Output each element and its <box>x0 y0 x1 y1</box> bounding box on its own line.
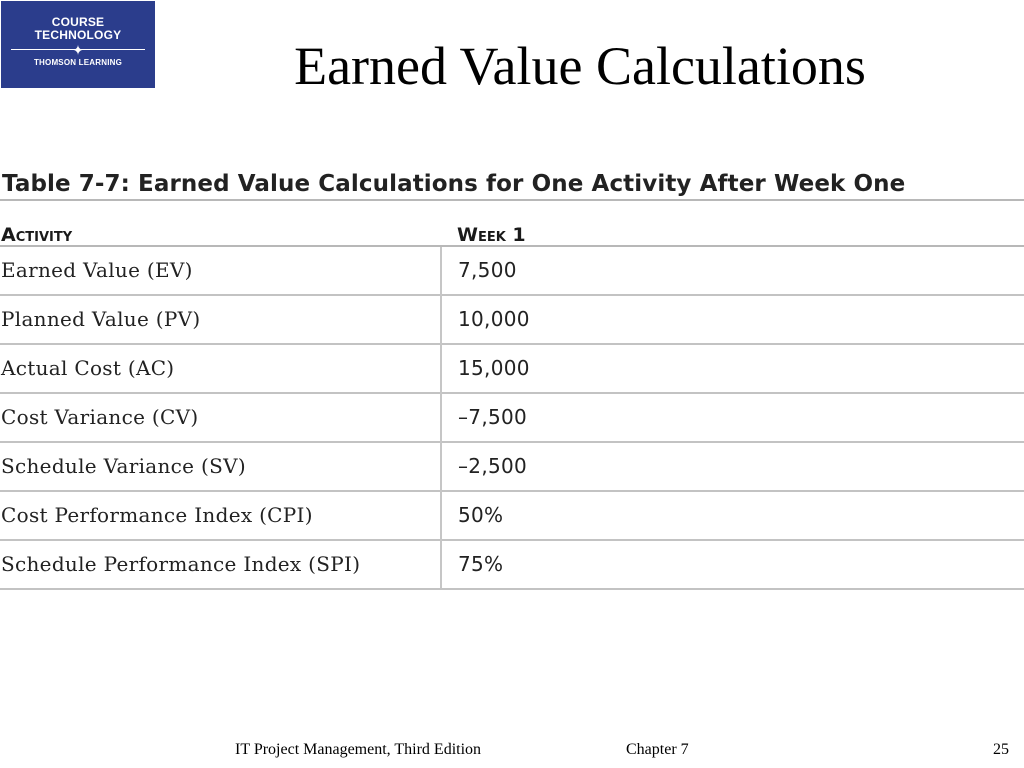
table-caption: Table 7-7: Earned Value Calculations for… <box>2 171 906 197</box>
week-1-value-cell: –7,500 <box>458 405 528 429</box>
activity-cell: Schedule Performance Index (SPI) <box>1 552 361 576</box>
table-row: Schedule Variance (SV) –2,500 <box>0 443 1024 492</box>
logo-line-1: COURSE <box>51 15 105 29</box>
week-1-value-cell: 75% <box>458 552 504 576</box>
column-divider <box>440 247 442 588</box>
footer-page-number: 25 <box>993 741 1009 758</box>
star-icon: ✦ <box>72 42 84 58</box>
activity-cell: Actual Cost (AC) <box>1 356 175 380</box>
table-row: Earned Value (EV) 7,500 <box>0 247 1024 296</box>
table-row: Actual Cost (AC) 15,000 <box>0 345 1024 394</box>
table-row: Cost Variance (CV) –7,500 <box>0 394 1024 443</box>
slide-title: Earned Value Calculations <box>294 36 866 96</box>
activity-cell: Cost Variance (CV) <box>1 405 199 429</box>
activity-cell: Cost Performance Index (CPI) <box>1 503 313 527</box>
activity-cell: Schedule Variance (SV) <box>1 454 246 478</box>
week-1-value-cell: 50% <box>458 503 504 527</box>
week-1-value-cell: 15,000 <box>458 356 530 380</box>
week-1-value-cell: 7,500 <box>458 258 517 282</box>
table-row: Schedule Performance Index (SPI) 75% <box>0 541 1024 590</box>
footer-chapter: Chapter 7 <box>626 741 689 758</box>
activity-cell: Planned Value (PV) <box>1 307 201 331</box>
week-1-value-cell: –2,500 <box>458 454 528 478</box>
logo-divider <box>11 49 145 50</box>
column-header-week: Week 1 <box>457 224 526 246</box>
week-1-value-cell: 10,000 <box>458 307 530 331</box>
table-row: Cost Performance Index (CPI) 50% <box>0 492 1024 541</box>
logo-line-3: THOMSON LEARNING <box>33 58 123 67</box>
caption-rule <box>0 199 1024 201</box>
header-rule <box>0 245 1024 247</box>
logo-line-2: TECHNOLOGY <box>34 28 122 42</box>
footer-book-title: IT Project Management, Third Edition <box>235 741 482 758</box>
activity-cell: Earned Value (EV) <box>1 258 193 282</box>
column-header-activity: Activity <box>1 224 73 246</box>
table-row: Planned Value (PV) 10,000 <box>0 296 1024 345</box>
course-technology-logo: COURSE TECHNOLOGY ✦ THOMSON LEARNING <box>1 1 155 88</box>
